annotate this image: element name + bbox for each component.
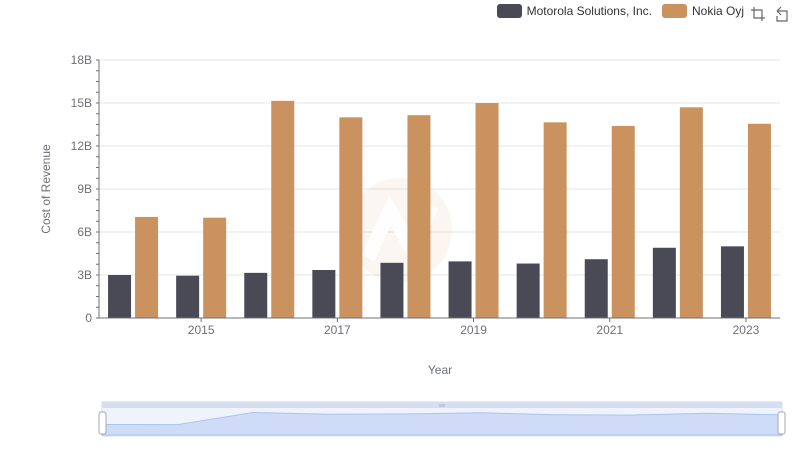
bar-motorola-2016[interactable] (244, 272, 268, 318)
bar-motorola-2021[interactable] (584, 259, 608, 318)
bar-nokia-2020[interactable] (543, 122, 567, 318)
bar-motorola-2015[interactable] (176, 275, 200, 318)
bar-motorola-2019[interactable] (448, 261, 472, 318)
x-tick-label: 2021 (596, 323, 623, 337)
y-tick-label: 12B (71, 139, 92, 153)
bar-motorola-2020[interactable] (516, 263, 540, 318)
x-tick-label: 2019 (460, 323, 487, 337)
bar-motorola-2017[interactable] (312, 269, 336, 318)
data-zoom-slider[interactable] (98, 401, 786, 437)
bar-nokia-2019[interactable] (475, 103, 499, 318)
x-tick-label: 2015 (188, 323, 215, 337)
slider-handle-right[interactable] (777, 411, 786, 435)
legend: Motorola Solutions, Inc. Nokia Oyj (487, 4, 744, 18)
x-tick-label: 2023 (733, 323, 760, 337)
bar-nokia-2021[interactable] (611, 125, 635, 318)
bar-motorola-2022[interactable] (652, 247, 676, 318)
slider-handle-left[interactable] (98, 411, 107, 435)
bar-nokia-2015[interactable] (203, 217, 227, 318)
y-tick-label: 0 (85, 311, 92, 325)
bar-nokia-2018[interactable] (407, 115, 431, 318)
x-axis-title: Year (428, 363, 452, 377)
y-tick-label: 9B (77, 182, 92, 196)
x-tick-label: 2017 (324, 323, 351, 337)
bar-motorola-2023[interactable] (720, 246, 744, 318)
legend-label-nokia: Nokia Oyj (691, 4, 744, 18)
restore-icon[interactable] (774, 6, 790, 22)
axes: 0 3B 6B 9B 12B 15B 18B 2015 2017 2019 2021 2023 (71, 53, 780, 337)
legend-swatch-motorola (496, 4, 522, 18)
toolbox (750, 6, 790, 22)
y-tick-label: 18B (71, 53, 92, 67)
legend-label-motorola: Motorola Solutions, Inc. (526, 4, 652, 18)
y-tick-label: 3B (77, 268, 92, 282)
bar-motorola-2018[interactable] (380, 262, 404, 318)
bar-nokia-2017[interactable] (339, 117, 363, 318)
legend-item-motorola[interactable]: Motorola Solutions, Inc. (496, 4, 652, 18)
legend-swatch-nokia (661, 4, 687, 18)
bar-motorola-2014[interactable] (108, 275, 132, 318)
bar-nokia-2022[interactable] (679, 107, 703, 318)
legend-item-nokia[interactable]: Nokia Oyj (661, 4, 744, 18)
y-axis-title: Cost of Revenue (39, 144, 53, 234)
bar-nokia-2016[interactable] (271, 100, 295, 318)
y-tick-label: 15B (71, 96, 92, 110)
bar-nokia-2014[interactable] (135, 216, 159, 318)
slider-grip-icon[interactable] (439, 404, 445, 407)
bars (108, 100, 771, 319)
zoom-icon[interactable] (750, 6, 766, 22)
bar-nokia-2023[interactable] (747, 123, 771, 319)
y-tick-label: 6B (77, 225, 92, 239)
